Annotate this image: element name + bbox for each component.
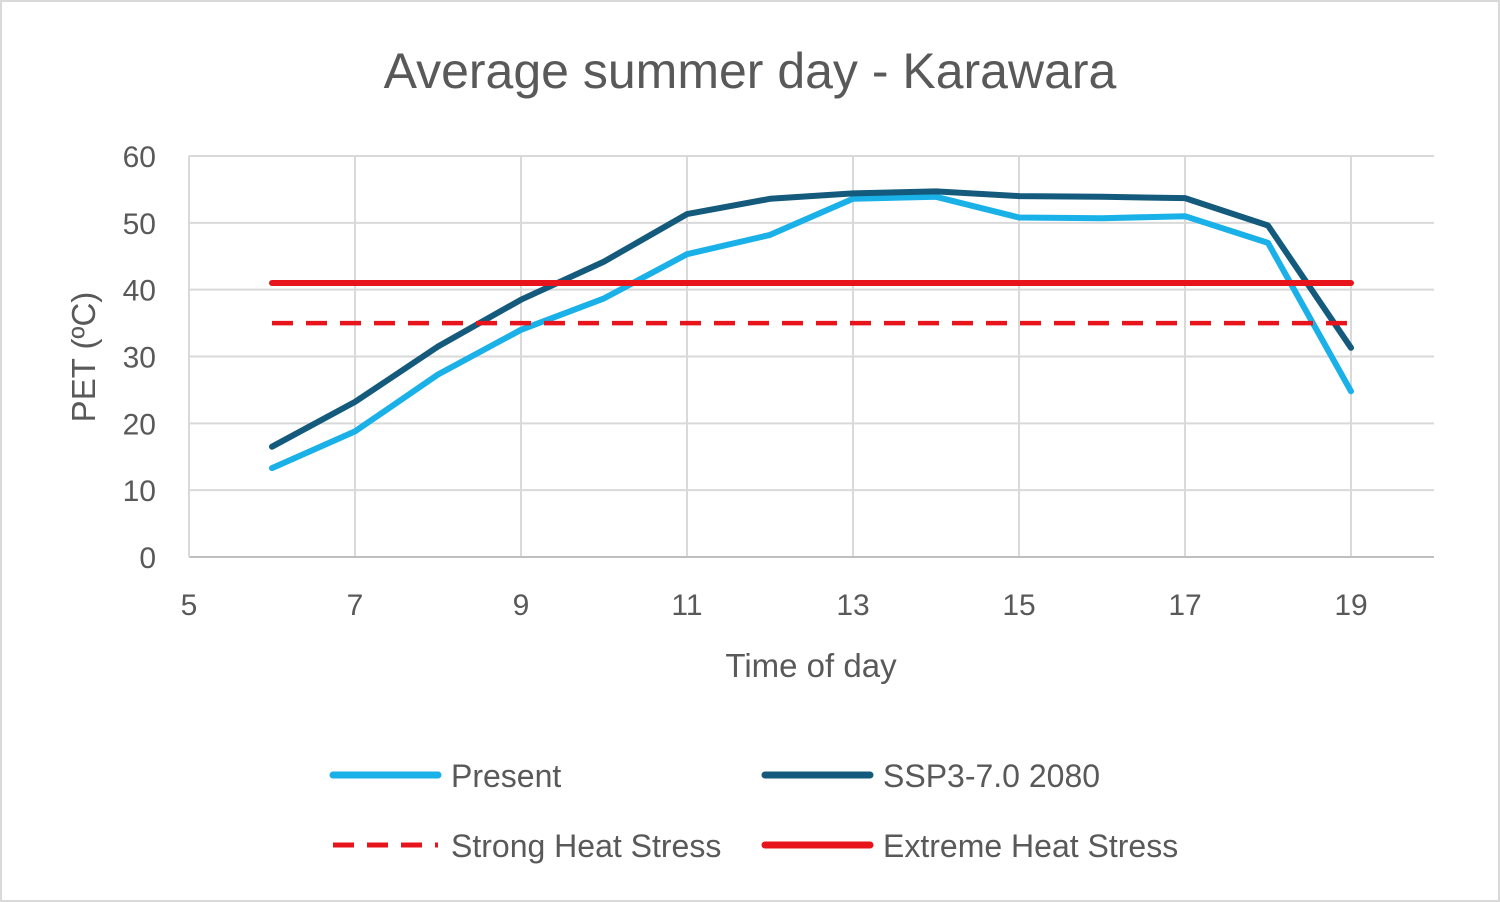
x-tick-label: 17 [1168, 589, 1201, 622]
y-tick-label: 60 [123, 141, 156, 174]
x-tick-label: 15 [1002, 589, 1035, 622]
series-lines [269, 188, 1354, 472]
y-tick-label: 40 [123, 275, 156, 308]
series-line-ssp3-7-0-2080 [269, 188, 1354, 450]
chart-title: Average summer day - Karawara [384, 43, 1117, 99]
y-tick-label: 0 [139, 542, 156, 575]
y-tick-label: 30 [123, 342, 156, 375]
x-tick-label: 11 [671, 589, 702, 622]
legend-label-strong-heat-stress: Strong Heat Stress [451, 828, 721, 864]
x-tick-label: 7 [347, 589, 364, 622]
legend: Present SSP3-7.0 2080 Strong Heat Stress Ex… [329, 758, 1178, 864]
x-tick-label: 5 [181, 589, 198, 622]
gridlines [189, 155, 1434, 557]
x-tick-label: 13 [836, 589, 869, 622]
x-axis-label: Time of day [725, 647, 897, 684]
y-tick-label: 50 [123, 208, 156, 241]
series-line-present [269, 193, 1354, 472]
x-tick-label: 9 [513, 589, 530, 622]
x-tick-label: 19 [1334, 589, 1367, 622]
y-axis-label: PET (ºC) [65, 292, 102, 423]
axes: 0 10 20 30 40 50 60 5 7 9 11 13 15 17 19 [123, 141, 1434, 622]
legend-label-extreme-heat-stress: Extreme Heat Stress [883, 828, 1178, 864]
legend-label-present: Present [451, 758, 561, 794]
y-tick-label: 20 [123, 408, 156, 441]
y-tick-label: 10 [123, 475, 156, 508]
legend-label-ssp3-7-0-2080: SSP3-7.0 2080 [883, 758, 1100, 794]
